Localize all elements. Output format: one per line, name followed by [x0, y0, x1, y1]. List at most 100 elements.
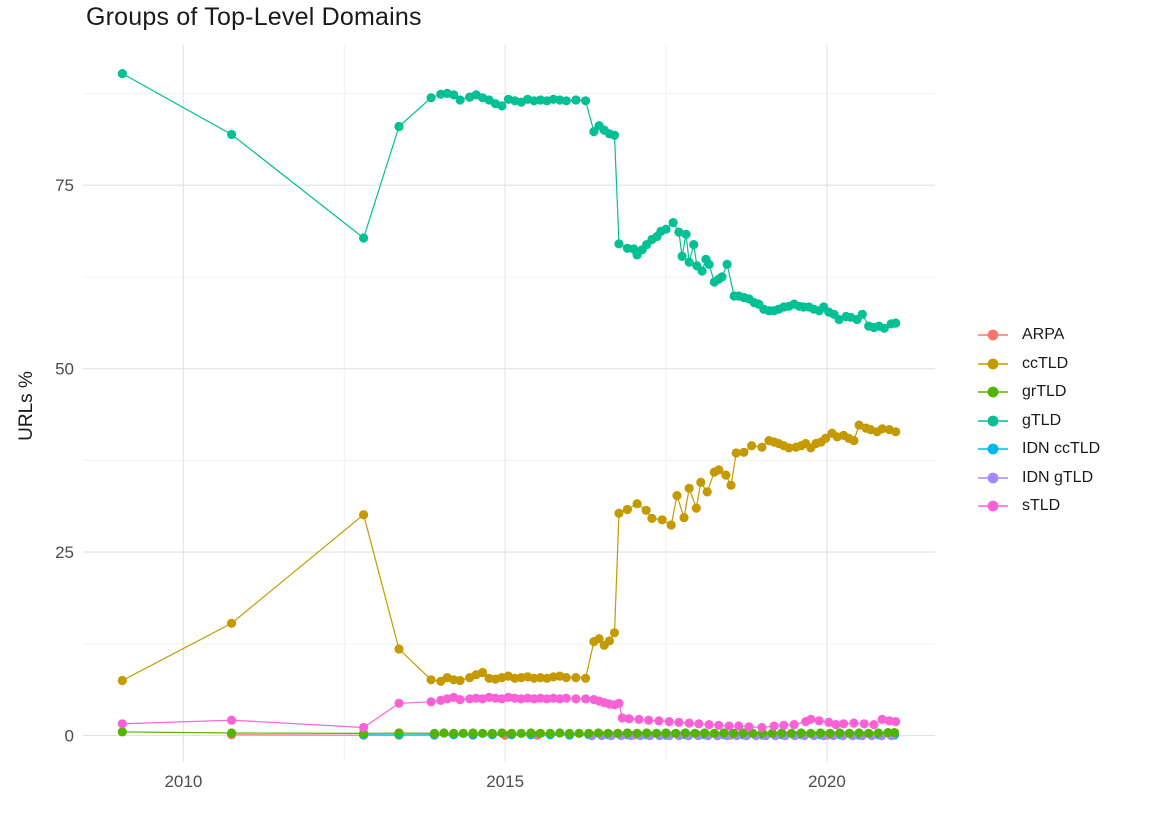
y-tick-label: 75: [55, 176, 74, 195]
legend-item-cctld: ccTLD: [976, 350, 1100, 379]
data-point-gtld: [609, 130, 620, 140]
data-point-cctld: [227, 618, 237, 628]
legend-key-icon: [978, 358, 1008, 370]
x-tick-label: 2010: [164, 772, 202, 791]
data-point-cctld: [609, 628, 620, 638]
data-point-gtld: [227, 129, 237, 140]
legend-item-label: ARPA: [1022, 326, 1065, 344]
data-point-stld: [824, 717, 834, 728]
data-point-gtld: [857, 309, 867, 319]
data-point-stld: [359, 722, 369, 733]
data-point-grtld: [478, 728, 488, 739]
data-point-stld: [644, 715, 654, 725]
legend: ARPA ccTLD grTLD gTLD IDN ccTLD: [976, 321, 1100, 521]
data-point-grtld: [767, 728, 777, 739]
data-point-stld: [455, 695, 465, 705]
data-point-cctld: [747, 441, 757, 451]
data-point-grtld: [535, 728, 546, 739]
data-point-cctld: [666, 520, 676, 530]
data-point-grtld: [690, 728, 700, 739]
data-point-grtld: [593, 728, 604, 738]
data-point-grtld: [806, 728, 816, 739]
data-point-cctld: [696, 477, 706, 487]
data-point-cctld: [739, 447, 749, 457]
data-point-grtld: [564, 728, 575, 739]
data-point-stld: [117, 719, 127, 729]
data-point-cctld: [478, 667, 488, 678]
data-point-grtld: [835, 728, 845, 738]
data-point-grtld: [844, 728, 855, 739]
legend-key-icon: [978, 500, 1008, 512]
data-point-grtld: [429, 728, 439, 739]
data-point-cctld: [691, 503, 701, 513]
series-gtld: [117, 69, 901, 333]
data-point-gtld: [677, 251, 687, 261]
data-point-grtld: [458, 728, 468, 739]
data-point-grtld: [439, 728, 449, 738]
data-point-grtld: [584, 728, 594, 739]
data-point-stld: [426, 697, 436, 707]
data-point-stld: [769, 721, 779, 731]
legend-item-label: grTLD: [1022, 383, 1067, 401]
data-point-grtld: [555, 728, 565, 738]
data-point-stld: [724, 721, 734, 731]
data-point-grtld: [603, 728, 613, 739]
data-point-gtld: [697, 266, 707, 276]
data-point-grtld: [815, 728, 826, 738]
data-point-cctld: [632, 499, 642, 509]
legend-item-idn-gtld: IDN gTLD: [976, 464, 1100, 493]
data-point-cctld: [731, 448, 741, 458]
data-point-grtld: [574, 728, 584, 739]
data-point-cctld: [614, 508, 624, 518]
chart-title: Groups of Top-Level Domains: [86, 3, 422, 31]
data-point-gtld: [497, 101, 507, 111]
data-point-gtld: [394, 121, 404, 132]
data-point-cctld: [594, 634, 604, 644]
data-point-grtld: [729, 728, 739, 739]
data-point-cctld: [394, 644, 404, 654]
data-point-grtld: [796, 728, 806, 738]
data-point-grtld: [227, 728, 237, 738]
data-point-cctld: [581, 673, 591, 683]
data-point-cctld: [672, 491, 682, 501]
data-point-grtld: [738, 728, 748, 738]
series-grtld: [117, 727, 900, 739]
data-point-stld: [634, 714, 644, 725]
data-point-cctld: [117, 675, 127, 686]
data-point-stld: [227, 715, 237, 725]
data-point-stld: [859, 719, 869, 729]
data-point-gtld: [449, 90, 459, 100]
data-point-stld: [714, 720, 724, 730]
data-point-grtld: [468, 728, 478, 738]
data-point-grtld: [700, 728, 710, 738]
data-point-grtld: [889, 728, 900, 738]
data-point-stld: [571, 694, 581, 704]
data-point-grtld: [883, 728, 893, 738]
data-point-stld: [617, 713, 627, 723]
data-point-stld: [831, 720, 841, 730]
data-point-stld: [806, 714, 816, 725]
data-point-grtld: [777, 728, 787, 738]
data-point-grtld: [622, 728, 633, 738]
data-point-gtld: [674, 227, 684, 237]
legend-item-label: sTLD: [1022, 497, 1061, 515]
data-point-gtld: [589, 127, 599, 137]
data-point-gtld: [614, 239, 624, 249]
data-point-gtld: [879, 323, 889, 333]
data-point-grtld: [449, 728, 459, 739]
data-point-cctld: [604, 636, 615, 646]
data-point-stld: [757, 722, 767, 733]
data-point-gtld: [722, 259, 732, 269]
data-point-stld: [789, 720, 799, 730]
data-point-cctld: [679, 513, 689, 523]
data-point-gtld: [684, 257, 694, 267]
data-point-cctld: [641, 505, 651, 515]
data-point-cctld: [891, 427, 901, 437]
data-point-stld: [744, 722, 754, 732]
data-point-grtld: [873, 728, 884, 738]
series-line-cctld: [122, 424, 896, 682]
data-point-gtld: [668, 218, 678, 228]
data-point-stld: [684, 718, 694, 728]
data-point-grtld: [719, 728, 729, 738]
